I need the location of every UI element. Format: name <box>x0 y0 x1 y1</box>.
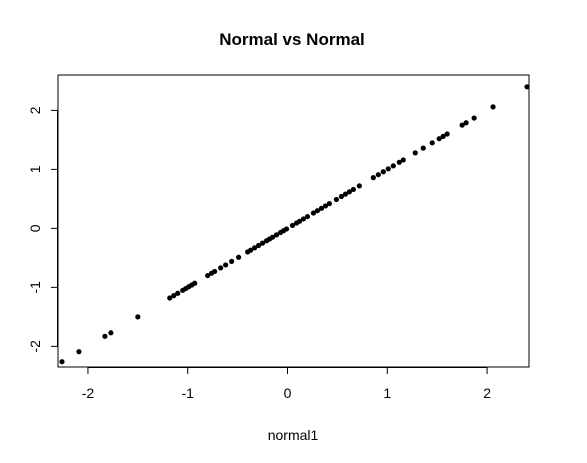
data-point <box>370 175 376 181</box>
data-point <box>463 120 469 126</box>
y-tick-label: 2 <box>27 106 43 114</box>
data-point <box>420 145 426 151</box>
data-point <box>76 349 82 355</box>
y-tick-label: 1 <box>27 165 43 173</box>
data-point <box>212 268 218 275</box>
data-point <box>440 133 446 139</box>
data-point <box>380 169 386 175</box>
data-point <box>108 330 114 336</box>
data-point <box>400 157 406 163</box>
data-point <box>490 104 496 110</box>
y-tick-label: -1 <box>27 281 43 294</box>
x-axis: -2 -1 0 1 2 <box>82 367 491 401</box>
data-point <box>218 265 224 271</box>
data-point <box>350 186 356 193</box>
data-point <box>326 200 333 207</box>
data-point <box>259 240 266 246</box>
x-tick-label: 1 <box>383 385 391 401</box>
data-points <box>59 84 530 365</box>
data-point <box>273 232 280 238</box>
data-point <box>135 314 141 320</box>
data-point <box>167 295 173 301</box>
data-point <box>304 213 311 220</box>
data-point <box>338 193 344 200</box>
data-point <box>175 290 181 296</box>
data-point <box>59 359 65 365</box>
data-point <box>436 136 442 142</box>
data-point <box>342 191 348 197</box>
data-point <box>229 258 235 265</box>
data-point <box>333 196 340 203</box>
data-point <box>346 189 352 195</box>
y-tick-label: 0 <box>27 224 43 232</box>
data-point <box>269 234 276 240</box>
data-point <box>375 172 381 178</box>
data-point <box>283 226 290 232</box>
x-tick-label: -1 <box>181 385 194 401</box>
x-tick-label: 0 <box>284 385 292 401</box>
data-point <box>471 115 477 121</box>
data-point <box>412 150 418 156</box>
data-point <box>289 222 296 229</box>
data-point <box>251 245 258 251</box>
data-point <box>318 205 325 211</box>
data-point <box>171 293 177 299</box>
plot-frame <box>57 74 530 368</box>
x-tick-label: -2 <box>82 385 95 401</box>
data-point <box>255 242 262 249</box>
chart-title: Normal vs Normal <box>219 30 365 49</box>
data-point <box>223 262 229 268</box>
data-point <box>205 272 211 279</box>
x-tick-label: 2 <box>483 385 491 401</box>
data-point <box>314 208 321 214</box>
data-point <box>429 140 435 146</box>
data-point <box>102 333 108 339</box>
data-point <box>300 216 307 222</box>
data-point <box>247 247 254 253</box>
x-axis-label: normal1 <box>268 427 319 443</box>
y-tick-label: -2 <box>27 340 43 353</box>
data-point <box>385 166 391 172</box>
data-point <box>192 280 198 286</box>
data-point <box>356 183 362 189</box>
data-point <box>296 218 303 224</box>
data-point <box>396 159 402 165</box>
data-point <box>390 163 396 169</box>
data-point <box>310 210 317 216</box>
data-point <box>236 254 242 260</box>
data-point <box>524 84 530 90</box>
y-axis: -2 -1 0 1 2 <box>27 106 58 353</box>
data-point <box>459 122 465 128</box>
data-point <box>322 203 329 209</box>
data-point <box>444 131 450 137</box>
